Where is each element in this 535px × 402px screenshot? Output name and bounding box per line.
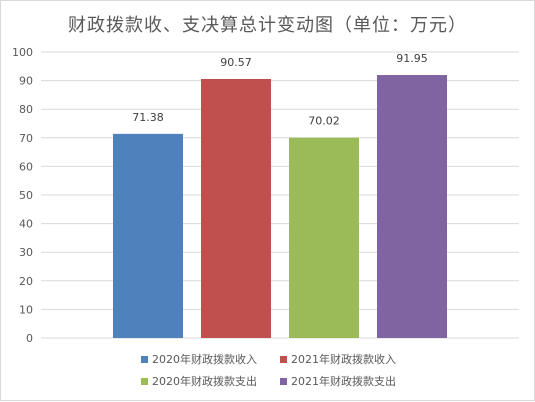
y-tick-label: 80	[19, 103, 33, 116]
legend-item: 2020年财政拨款支出	[141, 373, 280, 389]
legend-label: 2021年财政拨款支出	[291, 375, 396, 388]
data-label: 91.95	[396, 52, 428, 65]
legend-swatch-2020-income	[141, 355, 148, 363]
legend-item: 2021年财政拨款收入	[280, 351, 419, 367]
data-label: 90.57	[220, 56, 252, 69]
y-tick-label: 20	[19, 275, 33, 288]
y-tick-label: 40	[19, 218, 33, 231]
grid-lines	[41, 51, 519, 339]
y-axis-ticks: 0 10 20 30 40 50 60 70 80 90 100	[12, 46, 33, 345]
bar	[289, 137, 359, 338]
legend-swatch-2021-income	[280, 355, 287, 363]
legend-swatch-2020-expense	[141, 377, 148, 385]
legend-label: 2021年财政拨款收入	[291, 353, 396, 366]
bar	[201, 78, 271, 339]
legend-label: 2020年财政拨款收入	[152, 353, 257, 366]
y-tick-label: 60	[19, 160, 33, 173]
legend: 2020年财政拨款收入 2021年财政拨款收入 2020年财政拨款支出 2021…	[141, 351, 421, 389]
y-tick-label: 30	[19, 246, 33, 259]
chart-title: 财政拨款收、支决算总计变动图（单位：万元）	[68, 15, 467, 36]
data-labels: 71.38 90.57 70.02 91.95	[132, 52, 428, 128]
legend-item: 2020年财政拨款收入	[141, 351, 280, 367]
y-tick-label: 10	[19, 303, 33, 316]
legend-item: 2021年财政拨款支出	[280, 373, 419, 389]
y-tick-label: 100	[12, 46, 33, 59]
y-tick-label: 50	[19, 189, 33, 202]
legend-swatch-2021-expense	[280, 377, 287, 385]
legend-label: 2020年财政拨款支出	[152, 375, 257, 388]
data-label: 70.02	[308, 115, 340, 128]
bars	[113, 75, 447, 339]
y-tick-label: 90	[19, 75, 33, 88]
y-tick-label: 0	[26, 332, 33, 345]
bar	[113, 133, 183, 338]
y-tick-label: 70	[19, 132, 33, 145]
bar	[377, 75, 447, 338]
data-label: 71.38	[132, 111, 164, 124]
